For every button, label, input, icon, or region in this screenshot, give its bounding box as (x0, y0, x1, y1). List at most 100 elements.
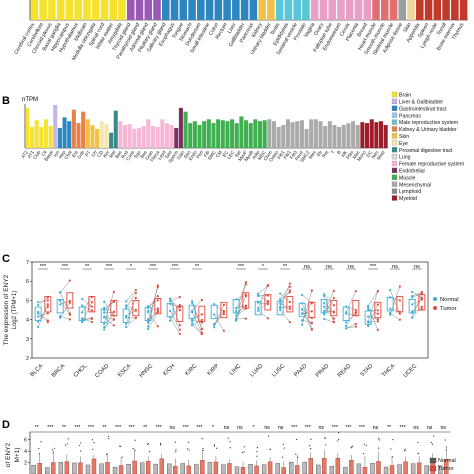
panel-d-sig-label: ns (373, 425, 379, 431)
panel-c-frame (31, 261, 429, 359)
panel-c-tumor-point (222, 303, 225, 306)
panel-c-normal-point (125, 304, 128, 307)
panel-d-outlier (403, 450, 406, 452)
panel-c-normal-point (103, 309, 106, 312)
panel-c-sig-label: ns (304, 264, 310, 270)
panel-d-outlier (256, 446, 259, 449)
panel-b-tick-label: DC (365, 149, 373, 158)
panel-b-tick-label: Adip (251, 149, 261, 160)
panel-b-bar (123, 125, 128, 148)
panel-c-sig-label: *** (106, 264, 113, 270)
panel-d-tumor-box (118, 465, 124, 474)
panel-d-sig-label: *** (129, 425, 135, 431)
panel-b-tick-label: Ent (71, 149, 79, 158)
panel-b-bar (206, 119, 211, 148)
panel-b-legend-swatch (391, 105, 398, 111)
panel-c-normal-point (37, 325, 40, 328)
panel-b-bar (244, 120, 249, 148)
panel-d-sig-label: ns (319, 425, 325, 431)
panel-d-outlier (362, 452, 365, 455)
panel-b-bar (113, 110, 118, 148)
panel-b-legend-swatch (391, 174, 398, 180)
panel-c-xtick-label: KIRP (207, 363, 221, 377)
panel-c-normal-point (345, 324, 348, 328)
panel-b-tick-label: Endo (188, 149, 199, 161)
panel-c-pair-line (126, 289, 136, 302)
panel-d-normal-box (248, 464, 253, 474)
panel-c-normal-box (166, 302, 174, 318)
panel-b-legend-swatch (391, 91, 398, 98)
panel-b-bar (313, 119, 318, 148)
panel-b-bar (197, 125, 202, 148)
panel-b-bar (141, 126, 146, 148)
panel-c-normal-point (37, 320, 40, 323)
panel-b-tick-label: CD (96, 149, 104, 158)
panel-a-bar (214, 0, 223, 20)
panel-c-sig-label: ** (195, 264, 200, 270)
panel-c-xtick-label: ESCA (117, 363, 132, 378)
panel-c-tumor-point (200, 313, 203, 316)
panel-c-pair-line (170, 296, 180, 302)
panel-d-normal-box (397, 464, 402, 474)
panel-c-pair-line (324, 302, 334, 313)
panel-c-normal-point (213, 322, 216, 326)
panel-c-tumor-point (266, 284, 269, 288)
panel-d-ylabel: of ENY2 (5, 443, 12, 468)
panel-c-normal-point (147, 325, 150, 328)
panel-b-tick-label: SMC (207, 149, 217, 161)
panel-c-tumor-point (354, 308, 357, 312)
panel-c-tumor-point (68, 299, 71, 303)
panel-c-pair-line (302, 311, 312, 315)
panel-b-bar (164, 123, 169, 148)
panel-a-bar (328, 0, 336, 20)
panel-c-pair-line (82, 296, 92, 313)
panel-b-legend-swatch (391, 195, 398, 201)
panel-c-tumor-point (332, 289, 335, 292)
panel-d-sig-label: *** (74, 425, 80, 431)
panel-c-tumor-point (112, 310, 115, 313)
panel-b-legend-label: Eye (399, 141, 408, 147)
panel-d-tumor-box (376, 461, 381, 474)
panel-b-tick-label: Club (32, 149, 42, 160)
panel-d-normal-box (194, 464, 199, 474)
panel-b-bar (104, 124, 109, 148)
panel-c-pair-line (412, 291, 422, 298)
panel-c-pair-line (236, 294, 246, 300)
panel-b-tick-label: Ker (102, 149, 110, 158)
panel-c-normal-point (147, 321, 150, 324)
panel-c-pair-line (104, 301, 114, 308)
panel-c-tumor-box (396, 296, 404, 313)
panel-c-normal-point (345, 321, 348, 324)
panel-c-normal-point (389, 313, 392, 316)
panel-c-tumor-point (46, 320, 49, 324)
panel-d-tumor-box (349, 460, 354, 474)
panel-c-normal-point (191, 301, 194, 305)
panel-b-bar (276, 126, 281, 148)
panel-b-bar (253, 119, 258, 148)
panel-c-xtick-label: LUSC (271, 363, 286, 378)
panel-c-normal-point (81, 320, 84, 324)
panel-c-normal-point (235, 310, 238, 313)
panel-c-tumor-point (134, 296, 137, 299)
panel-c-normal-point (37, 315, 40, 318)
panel-c-pair-line (367, 291, 379, 322)
panel-d-normal-box (410, 463, 416, 474)
panel-d-normal-box (438, 465, 443, 474)
panel-d-normal-box (383, 466, 389, 474)
panel-a-tick-label: Liver (227, 22, 238, 35)
panel-d-outlier (66, 443, 68, 445)
panel-c-normal-box (342, 306, 350, 322)
panel-c-tumor-point (46, 296, 49, 299)
panel-d-normal-box (370, 463, 375, 474)
panel-a-bar (188, 0, 196, 20)
panel-c-tumor-box (418, 294, 426, 311)
panel-d-outlier (283, 447, 285, 449)
panel-b-legend-label: Lung (399, 155, 411, 161)
panel-c-normal-point (37, 312, 40, 315)
panel-c-normal-box (408, 298, 416, 314)
panel-c-tumor-point (68, 301, 71, 304)
panel-b-tick-label: Gran (144, 149, 154, 161)
panel-d-normal-box (302, 461, 307, 474)
panel-c-normal-point (367, 304, 370, 307)
